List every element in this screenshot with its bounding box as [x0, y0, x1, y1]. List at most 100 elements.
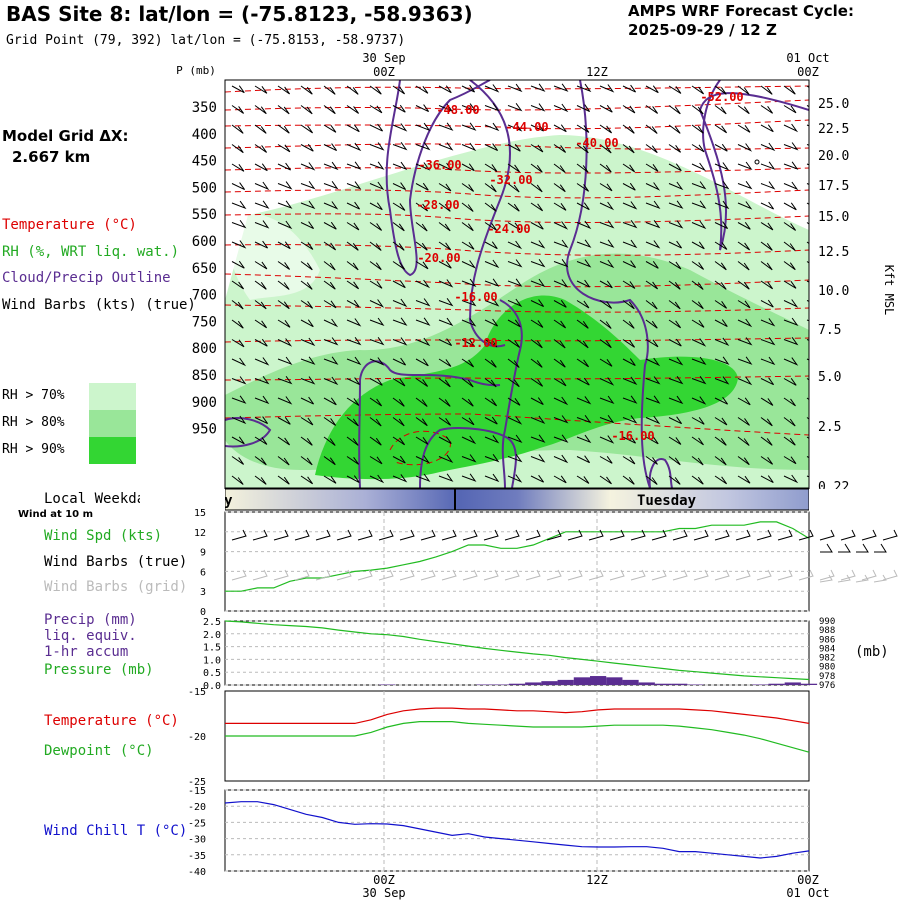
wind-barb — [576, 259, 592, 268]
wind-barb — [507, 339, 521, 348]
wind-barb — [369, 161, 385, 170]
wind-barb — [622, 395, 638, 404]
isotherm-label: -36.00 — [418, 158, 461, 172]
wind-barb — [530, 221, 544, 230]
pressure-tick-label: 750 — [192, 314, 217, 330]
wind-barb — [507, 434, 523, 444]
wind-barb — [484, 163, 498, 172]
wind-barb — [323, 300, 337, 309]
wind-barb — [323, 105, 336, 115]
cloud-outline — [566, 80, 651, 488]
wind-barb — [530, 183, 543, 193]
wind-barb — [668, 436, 682, 445]
precip-bar — [654, 683, 672, 685]
cross-section-frame — [224, 79, 810, 489]
wind-barb — [576, 202, 590, 211]
wind-barb — [622, 415, 638, 424]
wind-barb — [691, 280, 704, 290]
wind-barb — [599, 183, 613, 192]
wind-barb — [277, 376, 293, 385]
wind-barb — [415, 298, 431, 307]
wind-barb — [415, 337, 431, 347]
wind-barb — [576, 239, 592, 248]
temperature-tick-label: -25 — [188, 777, 206, 788]
cloud-point — [754, 159, 760, 165]
rh-legend-70: RH > 70% — [2, 388, 65, 403]
wind-barb — [438, 473, 454, 482]
wind-barb — [461, 142, 477, 152]
precip-bar — [784, 682, 801, 685]
wind-barb — [645, 280, 659, 290]
wind-barb — [346, 105, 360, 114]
wind-barb — [300, 85, 313, 95]
wind-barb — [346, 356, 362, 366]
wind-barb — [369, 222, 383, 231]
wind-barb — [300, 124, 314, 134]
wind-barb — [484, 202, 497, 212]
wind-barb — [737, 417, 750, 426]
wind-barb-grid — [756, 569, 772, 581]
wind-barb — [438, 183, 452, 192]
wind-barb — [576, 319, 589, 329]
wind-barb — [507, 202, 520, 212]
wind-barb-true — [819, 529, 835, 541]
wind-barb — [300, 300, 314, 309]
wind-barb — [622, 239, 638, 249]
wind-barb — [737, 105, 750, 115]
wind-barb — [576, 358, 590, 368]
wind-barb — [484, 416, 498, 425]
wind-barb-true — [567, 529, 583, 541]
wind-barb — [507, 163, 521, 173]
wind-barb — [714, 417, 728, 426]
wind-barb — [254, 416, 269, 425]
wind-barb-true — [777, 529, 793, 541]
wind-barb — [369, 299, 385, 308]
top-tick-00z-b: 00Z — [797, 65, 819, 79]
wind-barb — [599, 84, 615, 93]
wind-barb — [714, 261, 727, 271]
wind-barb — [576, 415, 592, 424]
wind-barb — [369, 317, 385, 327]
wind-barb-true — [483, 529, 499, 541]
wind-barb — [691, 124, 704, 134]
wind-barb — [668, 357, 684, 366]
isotherm-line — [225, 119, 809, 130]
wind-barb — [668, 475, 681, 485]
temperature-tick-label: -20 — [188, 732, 206, 743]
wind-barb — [691, 456, 704, 466]
wind-barb — [438, 317, 454, 327]
wind-barb-grid — [651, 569, 667, 581]
pressure-tick-label: 984 — [819, 644, 835, 654]
wind-barb — [323, 475, 337, 484]
wind-barb — [277, 338, 293, 347]
precip-bar — [606, 677, 623, 685]
precip-bar — [476, 684, 493, 685]
precip-tick-label: 2.0 — [203, 630, 221, 641]
wind-barb — [783, 181, 799, 191]
wind-barb-true — [838, 543, 851, 553]
wind-barb — [323, 85, 336, 95]
wind-barb-grid — [357, 569, 373, 581]
wind-barb — [668, 300, 681, 310]
wind-barb — [714, 241, 728, 250]
height-tick-label: 2.5 — [818, 420, 841, 435]
wind-barb — [231, 220, 247, 229]
wind-barb — [553, 339, 566, 349]
wind-barb — [323, 397, 337, 406]
precip-tick-label: 0.5 — [203, 668, 221, 679]
wind-barb — [231, 85, 245, 94]
wind-barb — [507, 259, 523, 268]
precip-bar — [800, 683, 818, 685]
wind-barb — [461, 454, 477, 463]
wind-barb-true — [294, 529, 310, 541]
wind-barb — [783, 378, 797, 386]
wind-barb — [599, 319, 612, 329]
wind-barb — [530, 103, 546, 112]
wind-barb — [231, 376, 247, 385]
wind-barb — [484, 122, 500, 132]
wind-barb — [300, 241, 314, 250]
wind-barb — [530, 278, 546, 288]
wind-barb — [484, 103, 500, 112]
wind-barb-true — [378, 529, 394, 541]
wind-barb — [645, 319, 658, 329]
